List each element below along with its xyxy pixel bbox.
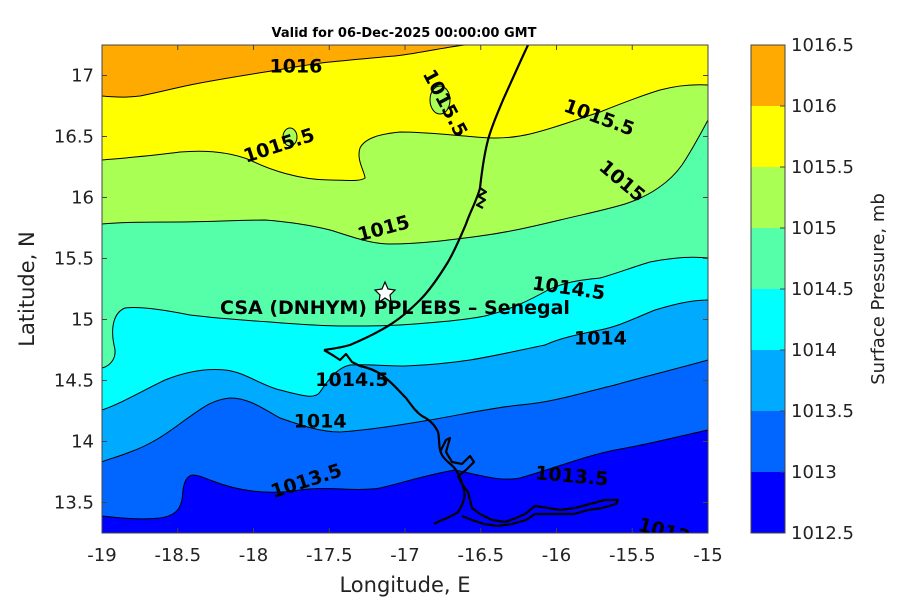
colorbar-tick-label: 1012.5 <box>791 523 854 544</box>
x-tick-label: -17 <box>390 545 419 566</box>
coastline-border <box>323 45 620 528</box>
y-tick-label: 16 <box>71 188 94 209</box>
x-axis-ticks: -19 -18.5 -18 -17.5 -17 -16.5 -16 -15.5 -15 <box>87 45 723 566</box>
colorbar-tick-label: 1013.5 <box>791 401 854 422</box>
contour-line-1014-5 <box>102 256 708 369</box>
colorbar-tick-label: 1015.5 <box>791 157 854 178</box>
colorbar-tick-label: 1016 <box>791 96 837 117</box>
colorbar-swatch <box>751 350 785 411</box>
x-axis-label: Longitude, E <box>339 573 470 597</box>
contour-label: 1016 <box>269 55 322 77</box>
contour-line-1015 <box>102 119 708 245</box>
colorbar-label: Surface Pressure, mb <box>868 193 889 385</box>
closed-contour-bump <box>430 86 450 114</box>
colorbar-tick-label: 1016.5 <box>791 35 854 56</box>
contour-line-1014 <box>102 299 708 411</box>
contour-line-bump <box>429 85 451 115</box>
y-axis-label: Latitude, N <box>15 231 39 347</box>
y-tick-label: 15 <box>71 310 94 331</box>
x-tick-label: -15 <box>693 545 722 566</box>
x-tick-label: -16.5 <box>457 545 504 566</box>
x-tick-label: -18.5 <box>154 545 201 566</box>
colorbar-swatch <box>751 167 785 228</box>
contour-line-1013-5 <box>102 359 708 463</box>
x-tick-label: -19 <box>87 545 116 566</box>
contour-fill-layer: CSA (DNHYM) PPL EBS – Senegal 1016 1015.5… <box>102 45 708 533</box>
contour-line-1016 <box>102 45 466 98</box>
colorbar-swatch <box>751 411 785 472</box>
contour-label: 1014.5 <box>315 369 388 391</box>
river-mouth-marks <box>475 187 488 209</box>
contour-label: 1014 <box>574 328 627 350</box>
colorbar-tick-label: 1014.5 <box>791 279 854 300</box>
gambia-river <box>439 436 620 528</box>
colorbar-swatch <box>751 228 785 289</box>
country-border <box>323 45 529 352</box>
band-1015-5 <box>102 45 708 181</box>
y-tick-label: 17 <box>71 66 94 87</box>
y-axis-ticks: 13.5 14 14.5 15 15.5 16 16.5 17 <box>54 66 708 514</box>
colorbar-swatch <box>751 289 785 350</box>
colorbar-swatch <box>751 45 785 106</box>
y-tick-label: 14 <box>71 432 94 453</box>
contour-lines <box>102 45 708 520</box>
colorbar: 1012.5 1013 1013.5 1014 1014.5 1015 1015.5 1016… <box>750 35 854 544</box>
coastline <box>323 349 466 525</box>
colorbar-swatch <box>751 472 785 533</box>
station-label: CSA (DNHYM) PPL EBS – Senegal <box>220 297 570 319</box>
y-tick-label: 15.5 <box>54 249 94 270</box>
colorbar-swatch <box>751 106 785 167</box>
contour-line-1013 <box>102 429 708 520</box>
contour-label: 1014 <box>294 410 347 432</box>
colorbar-tick-label: 1015 <box>791 218 837 239</box>
contour-line-1015-5 <box>102 84 708 181</box>
colorbar-tick-label: 1014 <box>791 340 837 361</box>
closed-contour-bump <box>283 128 297 146</box>
y-tick-label: 14.5 <box>54 371 94 392</box>
x-tick-label: -16 <box>542 545 571 566</box>
x-tick-label: -18 <box>239 545 268 566</box>
map-title: Valid for 06-Dec-2025 00:00:00 GMT <box>272 26 537 41</box>
x-tick-label: -17.5 <box>306 545 353 566</box>
y-tick-label: 16.5 <box>54 127 94 148</box>
x-tick-label: -15.5 <box>609 545 656 566</box>
colorbar-tick-label: 1013 <box>791 462 837 483</box>
contour-line-bump <box>282 127 298 147</box>
y-tick-label: 13.5 <box>54 493 94 514</box>
station-star-marker <box>373 280 397 304</box>
